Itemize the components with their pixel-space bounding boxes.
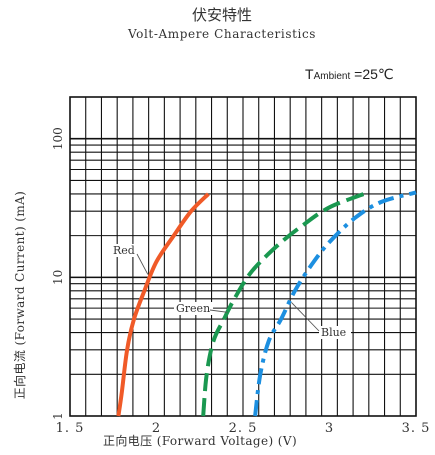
annotation-label-blue: Blue	[321, 326, 346, 339]
x-tick-labels: 1. 5 2 2. 5 3 3. 5	[56, 421, 431, 436]
ambient-value: =25℃	[350, 66, 393, 82]
annotation-label-red: Red	[113, 244, 135, 257]
y-tick-labels: 1 10 100	[51, 127, 65, 420]
annotation-background	[111, 244, 136, 257]
ambient-temperature-label: TAmbient =25℃	[305, 66, 394, 82]
x-axis-label: 正向电压 (Forward Voltage) (V)	[103, 433, 297, 448]
annotation-background	[319, 326, 351, 339]
series-line-blue	[253, 190, 417, 417]
x-tick-label: 3. 5	[402, 421, 431, 436]
x-tick-label: 3	[325, 421, 334, 436]
series-line-green	[201, 192, 365, 417]
annotation-leader-blue	[291, 302, 320, 332]
chart-title: 伏安特性	[192, 6, 252, 24]
x-tick-label: 1. 5	[56, 421, 85, 436]
series-annotations: Red Green Blue	[111, 244, 351, 339]
x-tick-label: 2	[152, 421, 161, 436]
x-tick-label: 2. 5	[229, 421, 258, 436]
annotation-background	[174, 302, 213, 315]
annotation-label-green: Green	[176, 302, 210, 315]
y-tick-label: 10	[51, 270, 65, 285]
ambient-subscript: Ambient	[314, 71, 351, 82]
plot-series	[116, 190, 417, 417]
y-tick-label: 1	[51, 412, 65, 420]
ambient-symbol: T	[305, 66, 314, 82]
annotation-leader-red	[136, 253, 149, 275]
y-tick-label: 100	[51, 127, 65, 150]
chart-subtitle: Volt-Ampere Characteristics	[127, 27, 316, 41]
series-line-red	[116, 192, 210, 417]
y-axis-label: 正向电流 (Forward Current) (mA)	[12, 191, 27, 400]
annotation-leader-green	[209, 309, 228, 313]
